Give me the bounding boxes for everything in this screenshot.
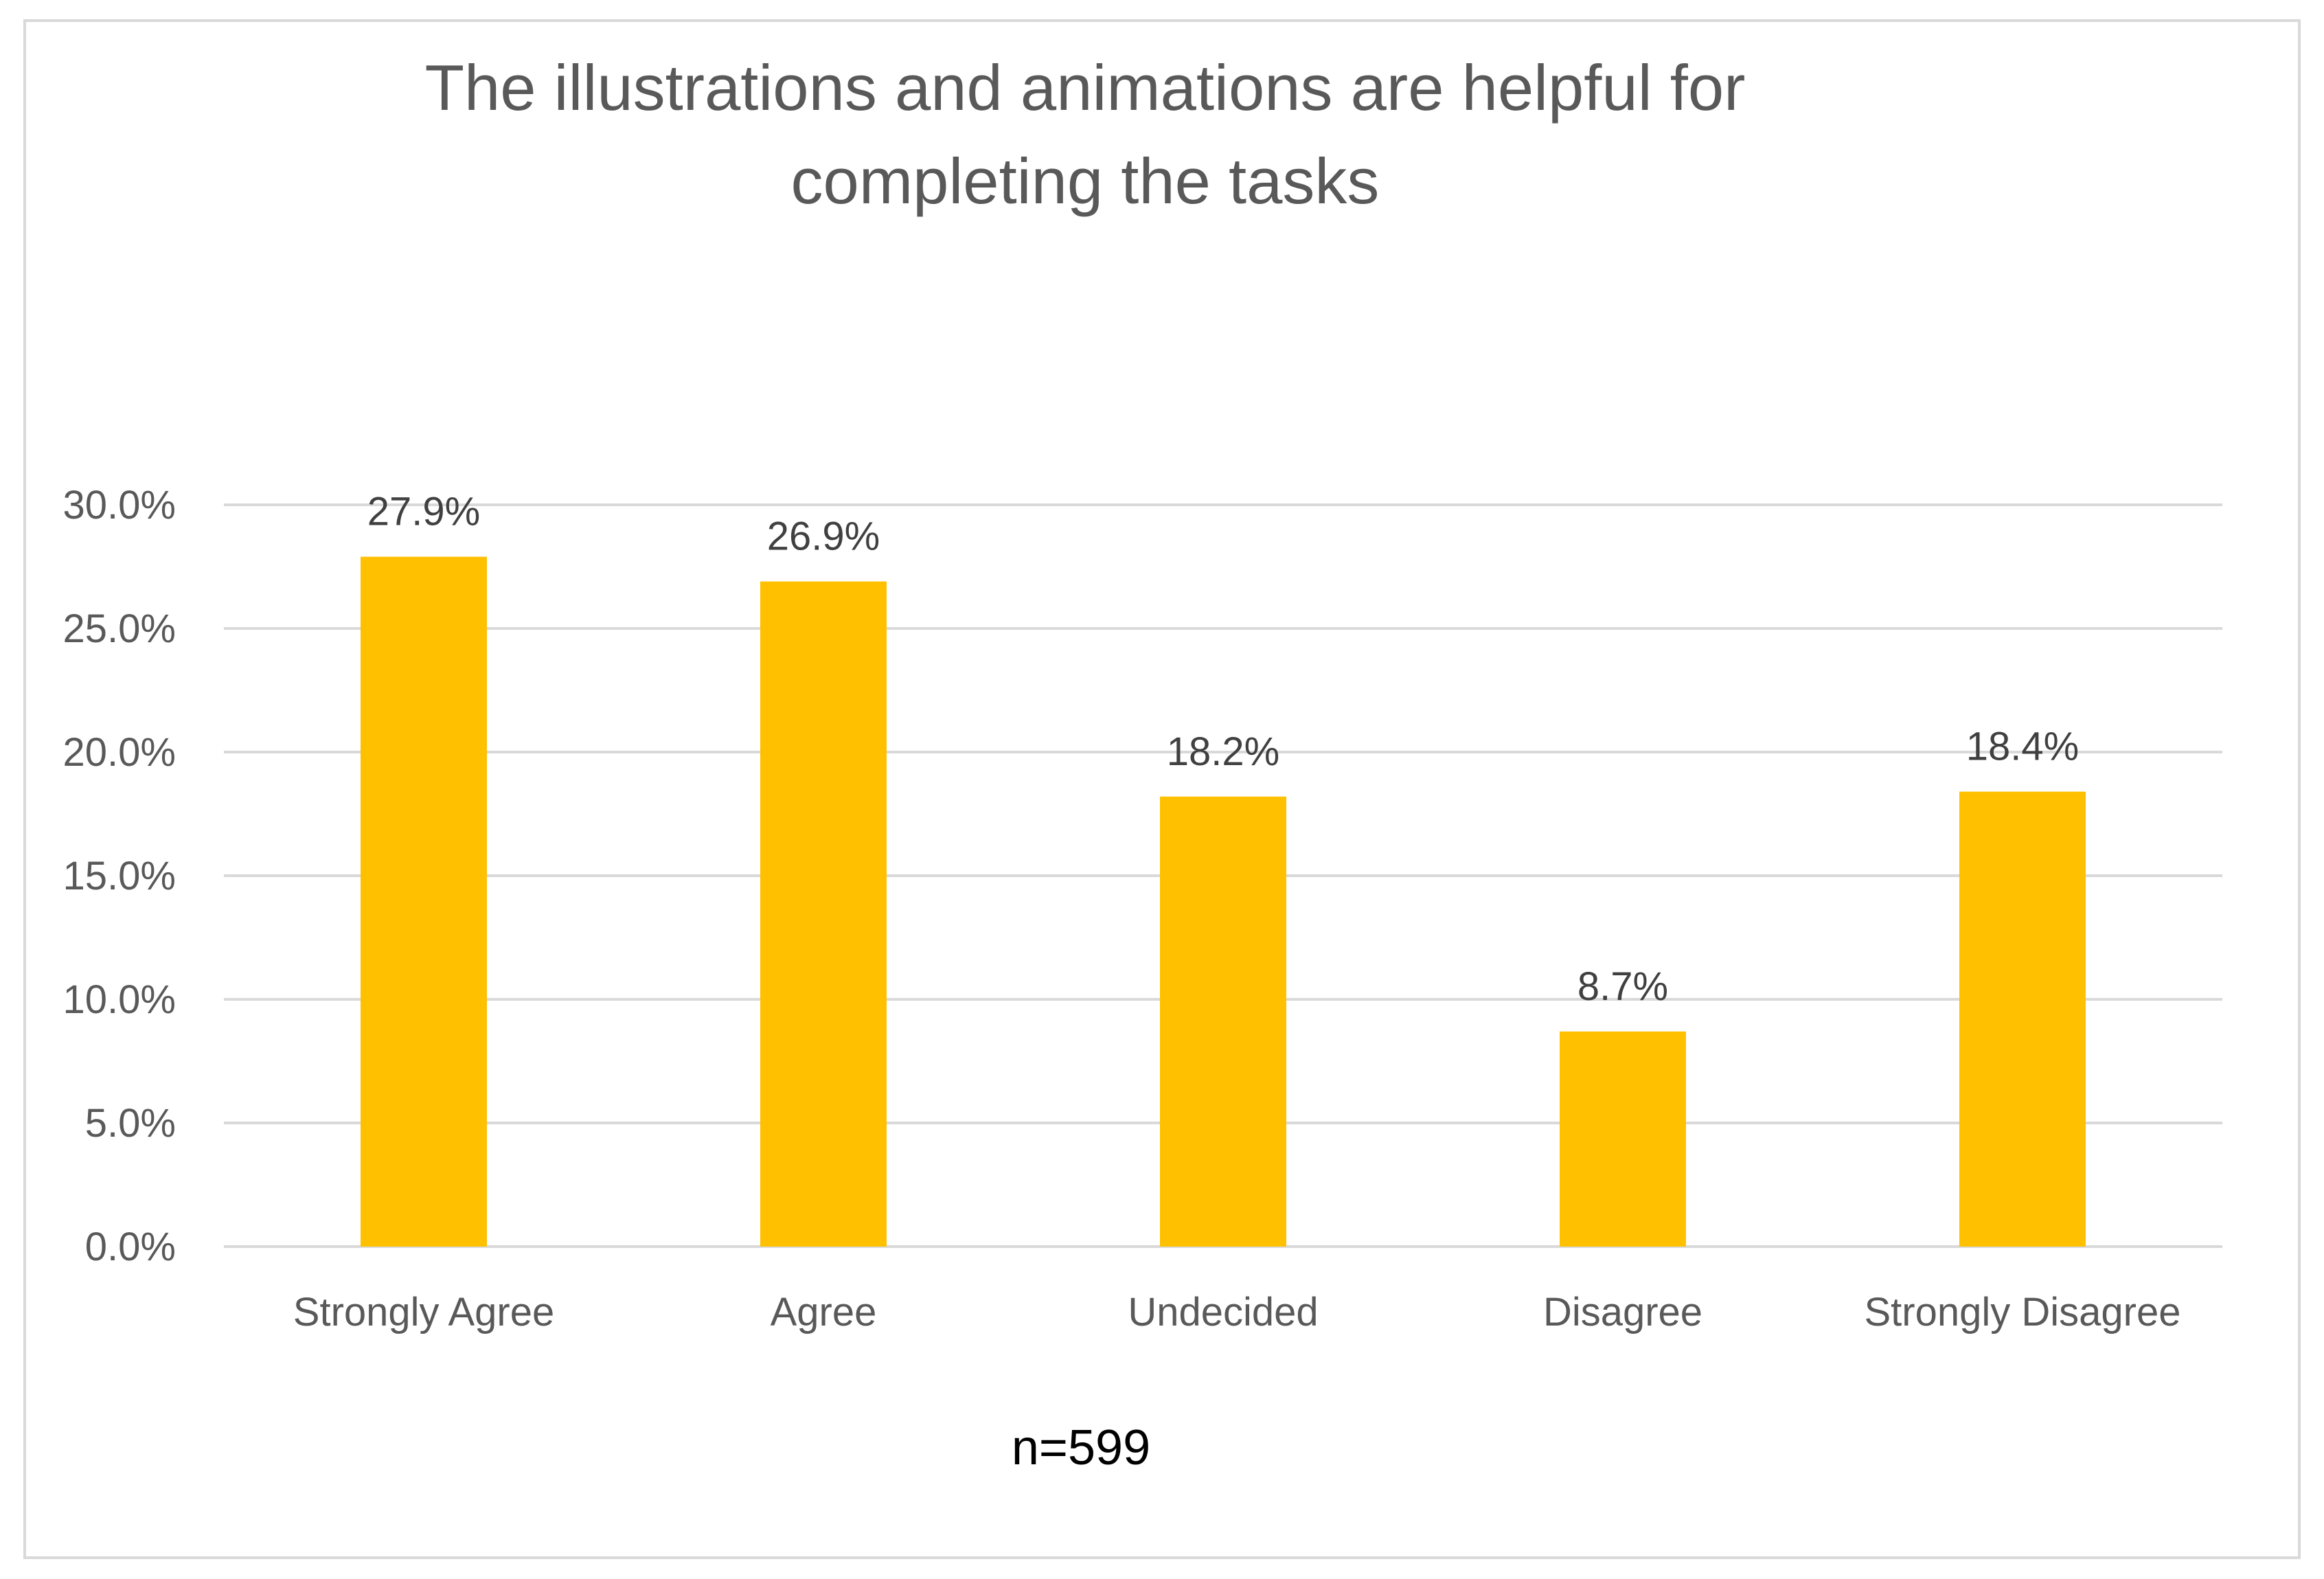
bar bbox=[1160, 796, 1286, 1247]
y-tick-label: 15.0% bbox=[63, 854, 176, 898]
category-label: Undecided bbox=[1128, 1290, 1318, 1334]
y-tick-label: 0.0% bbox=[85, 1225, 176, 1269]
data-label: 26.9% bbox=[767, 514, 880, 559]
category-label: Agree bbox=[771, 1290, 877, 1334]
category-label: Strongly Agree bbox=[293, 1290, 554, 1334]
y-tick-label: 5.0% bbox=[85, 1101, 176, 1146]
bar bbox=[361, 556, 487, 1247]
bar bbox=[1959, 791, 2086, 1247]
data-label: 27.9% bbox=[367, 490, 480, 534]
y-tick-label: 20.0% bbox=[63, 730, 176, 775]
y-tick-label: 10.0% bbox=[63, 977, 176, 1022]
data-label: 8.7% bbox=[1577, 964, 1668, 1009]
category-label: Strongly Disagree bbox=[1865, 1290, 2181, 1334]
data-label: 18.4% bbox=[1966, 725, 2079, 769]
chart-title-line-2: completing the tasks bbox=[790, 145, 1380, 217]
y-tick-label: 30.0% bbox=[63, 483, 176, 527]
chart-title-line-1: The illustrations and animations are hel… bbox=[424, 52, 1746, 124]
bar bbox=[1560, 1031, 1686, 1247]
sample-size-note: n=599 bbox=[1012, 1420, 1150, 1475]
chart-title: The illustrations and animations are hel… bbox=[261, 41, 1909, 228]
y-tick-label: 25.0% bbox=[63, 606, 176, 651]
data-label: 18.2% bbox=[1167, 729, 1279, 774]
category-label: Disagree bbox=[1543, 1290, 1702, 1334]
bar bbox=[760, 581, 887, 1247]
